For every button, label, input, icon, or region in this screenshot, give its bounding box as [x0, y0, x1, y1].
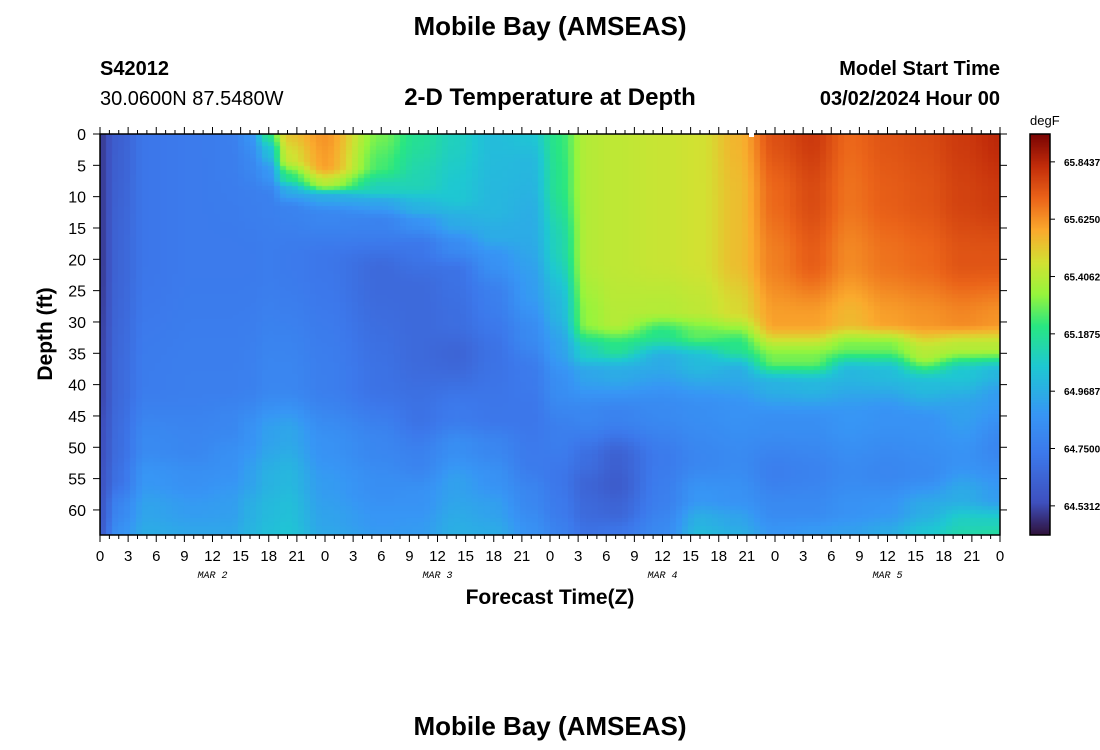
x-tick-label: 0 [546, 548, 554, 565]
x-tick-label: 3 [574, 548, 582, 565]
y-axis: 0 5 10 15 20 25 30 35 40 45 50 55 60 [68, 127, 1007, 520]
y-tick-label: 0 [77, 127, 86, 144]
day-label: MAR 5 [872, 571, 902, 582]
x-axis-title: Forecast Time(Z) [466, 586, 635, 609]
colorbar-unit: degF [1030, 113, 1060, 128]
x-tick-label: 15 [457, 548, 474, 565]
x-tick-label: 18 [710, 548, 727, 565]
x-tick-label: 12 [879, 548, 896, 565]
day-label: MAR 2 [197, 571, 227, 582]
colorbar-tick-label: 65.6250 [1064, 215, 1100, 226]
x-tick-label: 6 [377, 548, 385, 565]
heatmap-canvas [100, 134, 1000, 535]
x-tick-label: 18 [485, 548, 502, 565]
y-tick-label: 10 [68, 190, 86, 207]
colorbar-tick-label: 64.9687 [1064, 387, 1100, 398]
x-tick-label: 18 [260, 548, 277, 565]
x-tick-label: 0 [996, 548, 1004, 565]
colorbar-frame [1029, 133, 1051, 536]
y-tick-label: 5 [77, 158, 86, 175]
x-tick-label: 15 [232, 548, 249, 565]
x-tick-label: 9 [180, 548, 188, 565]
x-tick-label: 0 [96, 548, 104, 565]
y-tick-label: 60 [68, 503, 86, 520]
x-tick-label: 21 [964, 548, 981, 565]
y-tick-label: 40 [68, 378, 86, 395]
x-tick-label: 12 [429, 548, 446, 565]
y-tick-label: 35 [68, 346, 86, 363]
x-tick-label: 18 [935, 548, 952, 565]
x-tick-label: 3 [799, 548, 807, 565]
x-tick-label: 15 [682, 548, 699, 565]
colorbar-image-frame [1030, 134, 1050, 535]
colorbar-tick-label: 65.4062 [1064, 273, 1100, 284]
colorbar-tick-label: 65.1875 [1064, 330, 1100, 341]
station-id: S42012 [100, 58, 169, 80]
x-tick-label: 6 [602, 548, 610, 565]
colorbar-tick-label: 64.7500 [1064, 445, 1100, 456]
colorbar-tick-label: 65.8437 [1064, 158, 1100, 169]
y-tick-label: 30 [68, 315, 86, 332]
x-tick-label: 3 [124, 548, 132, 565]
x-tick-label: 12 [204, 548, 221, 565]
surface-marker [749, 133, 754, 137]
colorbar-ticks: 65.8437 65.6250 65.4062 65.1875 64.9687 64.75… [1050, 158, 1100, 513]
footer-title: Mobile Bay (AMSEAS) [413, 711, 686, 741]
x-tick-label: 21 [739, 548, 756, 565]
model-start-time: 03/02/2024 Hour 00 [820, 88, 1000, 110]
x-tick-label: 9 [405, 548, 413, 565]
day-label: MAR 3 [422, 571, 452, 582]
x-tick-label: 12 [654, 548, 671, 565]
x-tick-label: 15 [907, 548, 924, 565]
x-tick-label: 9 [855, 548, 863, 565]
y-tick-label: 45 [68, 409, 86, 426]
y-tick-label: 20 [68, 252, 86, 269]
x-tick-label: 9 [630, 548, 638, 565]
x-tick-label: 21 [289, 548, 306, 565]
x-tick-label: 21 [514, 548, 531, 565]
chart-subtitle: 2-D Temperature at Depth [404, 84, 696, 111]
heatmap-plot-area: 0 3 6 9 12 15 18 21 0 3 6 9 12 15 18 21 0 3 6 9 12 15 18 21 0 3 6 9… [68, 127, 1007, 582]
y-axis-title: Depth (ft) [34, 287, 57, 380]
day-label: MAR 4 [647, 571, 677, 582]
colorbar: degF 65.8437 65.6250 65.4062 65.1875 64.9687… [1029, 113, 1100, 536]
day-labels: MAR 2 MAR 3 MAR 4 MAR 5 [197, 571, 902, 582]
x-tick-label: 3 [349, 548, 357, 565]
x-axis: 0 3 6 9 12 15 18 21 0 3 6 9 12 15 18 21 0 3 6 9 12 15 18 21 0 3 6 9… [96, 127, 1004, 565]
page-title: Mobile Bay (AMSEAS) [413, 11, 686, 41]
model-start-label: Model Start Time [839, 58, 1000, 80]
x-tick-label: 6 [827, 548, 835, 565]
y-tick-label: 55 [68, 472, 86, 489]
x-tick-label: 0 [321, 548, 329, 565]
x-tick-label: 6 [152, 548, 160, 565]
y-tick-label: 25 [68, 284, 86, 301]
x-tick-label: 0 [771, 548, 779, 565]
y-tick-label: 15 [68, 221, 86, 238]
heatmap-image-frame [100, 134, 1000, 535]
colorbar-canvas [1030, 134, 1050, 535]
y-tick-label: 50 [68, 440, 86, 457]
station-coordinates: 30.0600N 87.5480W [100, 88, 284, 110]
colorbar-tick-label: 64.5312 [1064, 502, 1100, 513]
